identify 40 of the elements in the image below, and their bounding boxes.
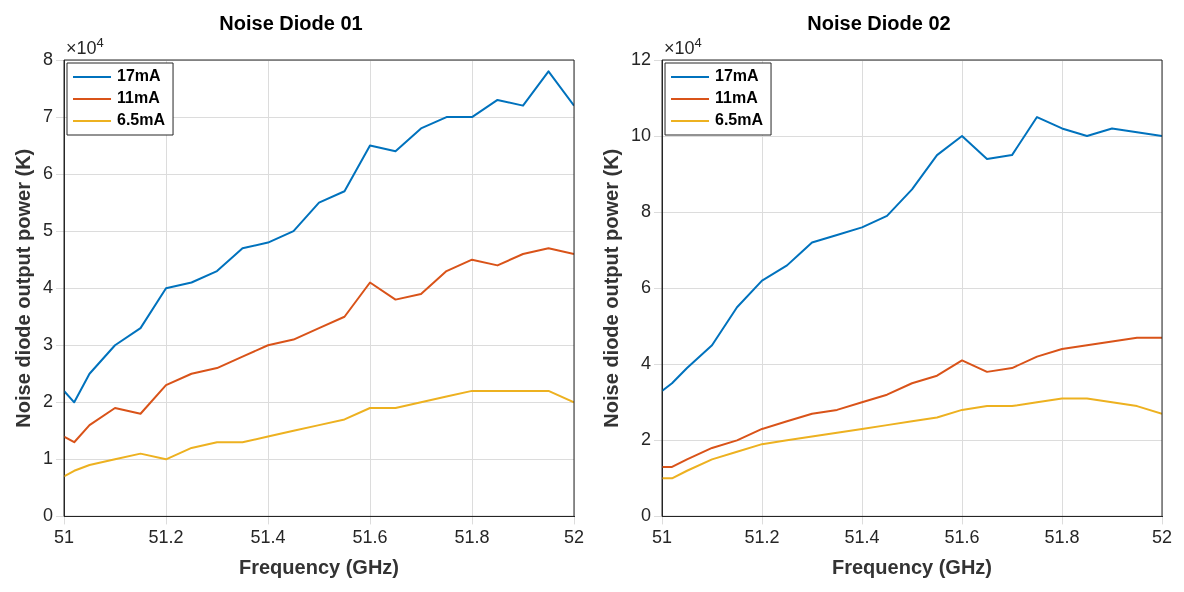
x-tick-label: 51.2 bbox=[148, 527, 184, 548]
x-tick-label: 51 bbox=[54, 527, 75, 548]
y-tick-label: 0 bbox=[641, 505, 652, 526]
legend-label: 17mA bbox=[715, 67, 760, 85]
legend-label: 6.5mA bbox=[715, 111, 764, 129]
y-tick-label: 0 bbox=[43, 505, 54, 526]
legend-label: 17mA bbox=[117, 67, 162, 85]
x-axis-title: Frequency (GHz) bbox=[832, 555, 993, 578]
y-tick-label: 2 bbox=[641, 429, 652, 450]
y-tick-label: 6 bbox=[43, 163, 54, 184]
x-tick-label: 52 bbox=[1151, 527, 1173, 548]
x-axis-title: Frequency (GHz) bbox=[238, 555, 400, 578]
x-tick-label: 51.6 bbox=[352, 527, 388, 548]
chart-title: Noise Diode 02 bbox=[807, 11, 951, 34]
y-tick-label: 4 bbox=[641, 353, 652, 374]
x-tick-label: 51.8 bbox=[454, 527, 490, 548]
x-tick-label: 51.6 bbox=[944, 527, 980, 548]
y-tick-label: 7 bbox=[43, 106, 54, 127]
y-tick-label: 5 bbox=[43, 220, 54, 241]
x-tick-label: 51 bbox=[652, 527, 673, 548]
y-tick-label: 8 bbox=[43, 48, 54, 69]
legend-label: 11mA bbox=[715, 89, 759, 107]
y-tick-label: 8 bbox=[641, 201, 652, 222]
x-tick-label: 51.4 bbox=[844, 527, 880, 548]
y-tick-label: 3 bbox=[43, 334, 54, 355]
x-tick-label: 51.2 bbox=[744, 527, 780, 548]
y-tick-label: 2 bbox=[43, 391, 54, 412]
legend-label: 11mA bbox=[117, 89, 161, 107]
y-tick-label: 4 bbox=[43, 277, 54, 298]
x-tick-label: 51.8 bbox=[1044, 527, 1080, 548]
x-tick-label: 51.4 bbox=[250, 527, 286, 548]
y-tick-label: 1 bbox=[43, 448, 54, 469]
legend-label: 6.5mA bbox=[117, 111, 166, 129]
x-tick-label: 52 bbox=[563, 527, 585, 548]
y-tick-label: 10 bbox=[630, 125, 652, 146]
y-axis-title: Noise diode output power (K) bbox=[11, 148, 34, 428]
y-tick-label: 12 bbox=[630, 48, 652, 69]
chart-title: Noise Diode 01 bbox=[219, 11, 363, 34]
y-tick-label: 6 bbox=[641, 277, 652, 298]
y-axis-title: Noise diode output power (K) bbox=[599, 148, 622, 428]
